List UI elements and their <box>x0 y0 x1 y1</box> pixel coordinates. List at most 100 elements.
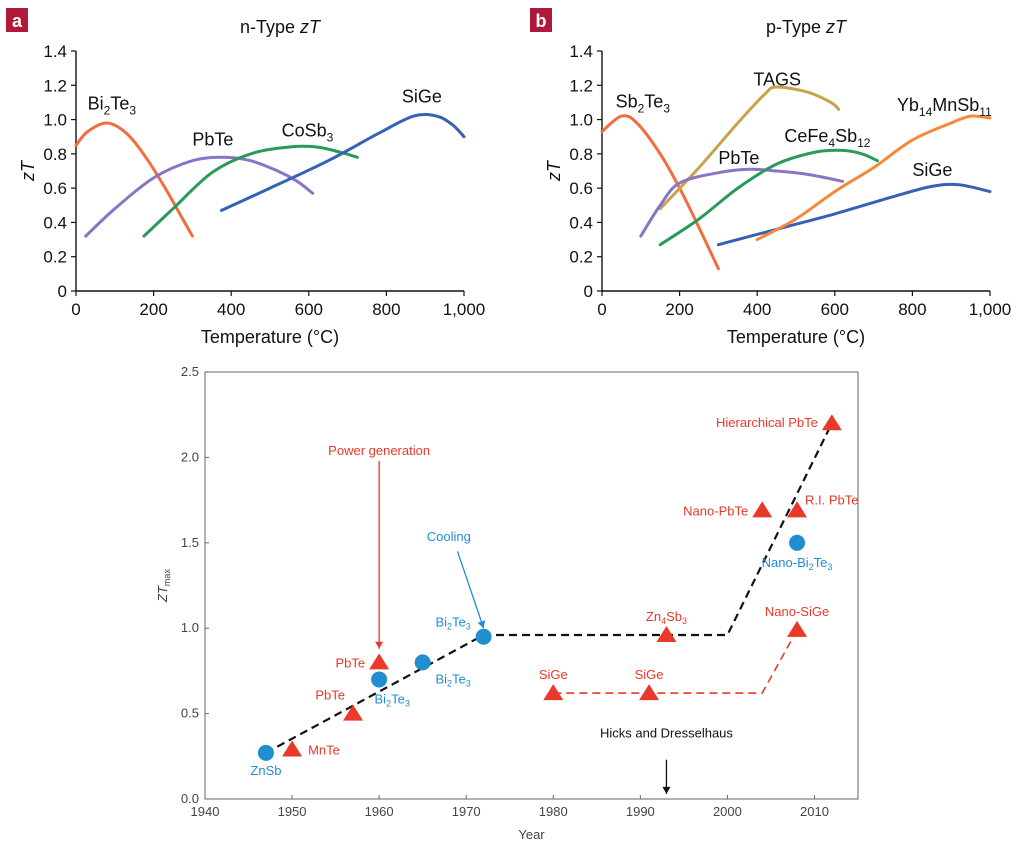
series-label-sb2te3: Sb2Te3 <box>616 92 671 116</box>
label-zn4sb3: Zn4Sb3 <box>646 609 687 626</box>
x-tick-label: 1950 <box>278 804 307 819</box>
power-marker <box>656 626 677 643</box>
chart-title: p-Type zT <box>766 17 848 37</box>
label-hierarchical-pbte: Hierarchical PbTe <box>716 415 818 430</box>
power-marker <box>787 620 808 637</box>
y-axis-label: zT <box>544 159 564 182</box>
cooling-marker <box>371 671 388 688</box>
power-marker <box>282 740 303 757</box>
y-tick-label: 0.8 <box>43 145 67 164</box>
y-tick-label: 1.0 <box>569 111 593 130</box>
panel-b-chart: 0 0.2 0.4 0.6 0.8 1.0 1.2 1.4 0 200 400 600 800 1,000… <box>544 17 1011 347</box>
label-mnte: MnTe <box>308 742 340 757</box>
panel-a-badge <box>6 8 28 32</box>
trend-line-red <box>553 629 798 694</box>
y-tick-label: 1.4 <box>569 42 593 61</box>
cooling-arrow-head <box>477 620 486 629</box>
power-marker <box>369 653 390 670</box>
y-tick-label: 0.2 <box>43 248 67 267</box>
y-tick-label: 0.6 <box>43 179 67 198</box>
x-axis-label: Temperature (°C) <box>727 327 865 347</box>
label-znsb: ZnSb <box>250 763 281 778</box>
y-tick-label: 1.4 <box>43 42 67 61</box>
label-nano-bi2te3: Nano-Bi2Te3 <box>762 555 833 572</box>
label-bi2te3-1965: Bi2Te3 <box>435 671 470 688</box>
y-tick-label: 0.8 <box>569 145 593 164</box>
series-label-pbte: PbTe <box>192 129 233 149</box>
panel-b-badge-label: b <box>536 11 547 31</box>
series-line-yb14mnsb11 <box>755 114 992 242</box>
y-tick-label: 1.0 <box>181 620 199 635</box>
x-tick-label: 1,000 <box>443 300 486 319</box>
panel-b-badge <box>530 8 552 32</box>
plot-frame <box>204 371 859 800</box>
x-axis-label: Year <box>518 827 545 842</box>
power-marker <box>752 501 773 518</box>
label-bi2te3-1960: Bi2Te3 <box>375 691 410 708</box>
series-label-tags: TAGS <box>753 69 801 89</box>
y-tick-label: 0.4 <box>43 213 67 232</box>
y-tick-label: 0.4 <box>569 213 593 232</box>
cooling-arrow-shaft <box>456 551 485 629</box>
x-tick-label: 0 <box>597 300 606 319</box>
series-line-pbte <box>639 167 845 238</box>
series-label-cosb3: CoSb3 <box>282 121 334 145</box>
x-tick-label: 2000 <box>713 804 742 819</box>
series-line-cefe4sb12 <box>658 148 879 247</box>
x-tick-label: 800 <box>372 300 400 319</box>
power-marker <box>543 684 564 701</box>
label-pbte-1960: PbTe <box>335 655 365 670</box>
y-tick-label: 0.5 <box>181 706 199 721</box>
x-tick-label: 1,000 <box>969 300 1012 319</box>
panel-a-chart: 0 0.2 0.4 0.6 0.8 1.0 1.2 1.4 0 200 400 600 800 1,000… <box>18 17 485 347</box>
y-tick-label: 2.5 <box>181 364 199 379</box>
cooling-marker <box>257 744 274 761</box>
y-tick-label: 1.0 <box>43 111 67 130</box>
label-nano-sige: Nano-SiGe <box>765 604 829 619</box>
power-marker <box>343 704 364 721</box>
power-marker <box>821 414 842 431</box>
x-tick-label: 600 <box>295 300 323 319</box>
series-line-bi2te3 <box>74 121 194 238</box>
y-axis-label: ZTmax <box>155 569 172 603</box>
y-tick-label: 1.2 <box>569 76 593 95</box>
y-tick-label: 0.0 <box>181 791 199 806</box>
label-bi2te3-1972: Bi2Te3 <box>435 615 470 632</box>
panel-c-chart: 0.0 0.5 1.0 1.5 2.0 2.5 1940 1950 1960 1970 1980 19… <box>155 364 859 842</box>
y-tick-label: 1.2 <box>43 76 67 95</box>
x-tick-label: 1990 <box>626 804 655 819</box>
label-sige-1980: SiGe <box>539 667 568 682</box>
label-nano-pbte: Nano-PbTe <box>683 503 748 518</box>
y-tick-label: 2.0 <box>181 449 199 464</box>
x-tick-label: 400 <box>217 300 245 319</box>
cooling-marker <box>789 534 806 551</box>
series-line-tags <box>658 85 841 211</box>
y-tick-label: 1.5 <box>181 535 199 550</box>
power-generation-arrow-head <box>375 641 384 649</box>
cooling-annotation: Cooling <box>427 529 471 544</box>
cooling-marker <box>414 654 431 671</box>
chart-title: n-Type zT <box>240 17 322 37</box>
x-tick-label: 1970 <box>452 804 481 819</box>
y-axis-label: zT <box>18 159 38 182</box>
label-pbte-1957: PbTe <box>315 688 345 703</box>
y-tick-label: 0 <box>584 282 593 301</box>
x-tick-label: 1960 <box>365 804 394 819</box>
x-tick-label: 2010 <box>800 804 829 819</box>
x-tick-label: 800 <box>898 300 926 319</box>
trend-line-black <box>265 422 833 754</box>
x-tick-label: 1980 <box>539 804 568 819</box>
series-line-sige <box>716 182 992 247</box>
power-marker <box>639 684 660 701</box>
x-axis-label: Temperature (°C) <box>201 327 339 347</box>
hicks-dresselhaus-annotation: Hicks and Dresselhaus <box>600 726 733 741</box>
x-tick-label: 1940 <box>191 804 220 819</box>
x-tick-label: 600 <box>821 300 849 319</box>
hicks-arrow-head <box>662 786 671 794</box>
series-line-sb2te3 <box>600 114 720 271</box>
series-label-pbte: PbTe <box>718 148 759 168</box>
x-tick-label: 400 <box>743 300 771 319</box>
series-line-cosb3 <box>142 144 359 238</box>
x-tick-label: 200 <box>139 300 167 319</box>
